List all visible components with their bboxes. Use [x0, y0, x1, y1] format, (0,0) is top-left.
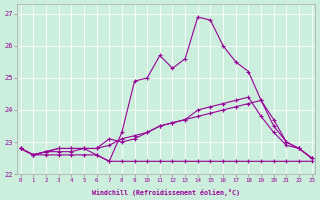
X-axis label: Windchill (Refroidissement éolien,°C): Windchill (Refroidissement éolien,°C) — [92, 189, 240, 196]
